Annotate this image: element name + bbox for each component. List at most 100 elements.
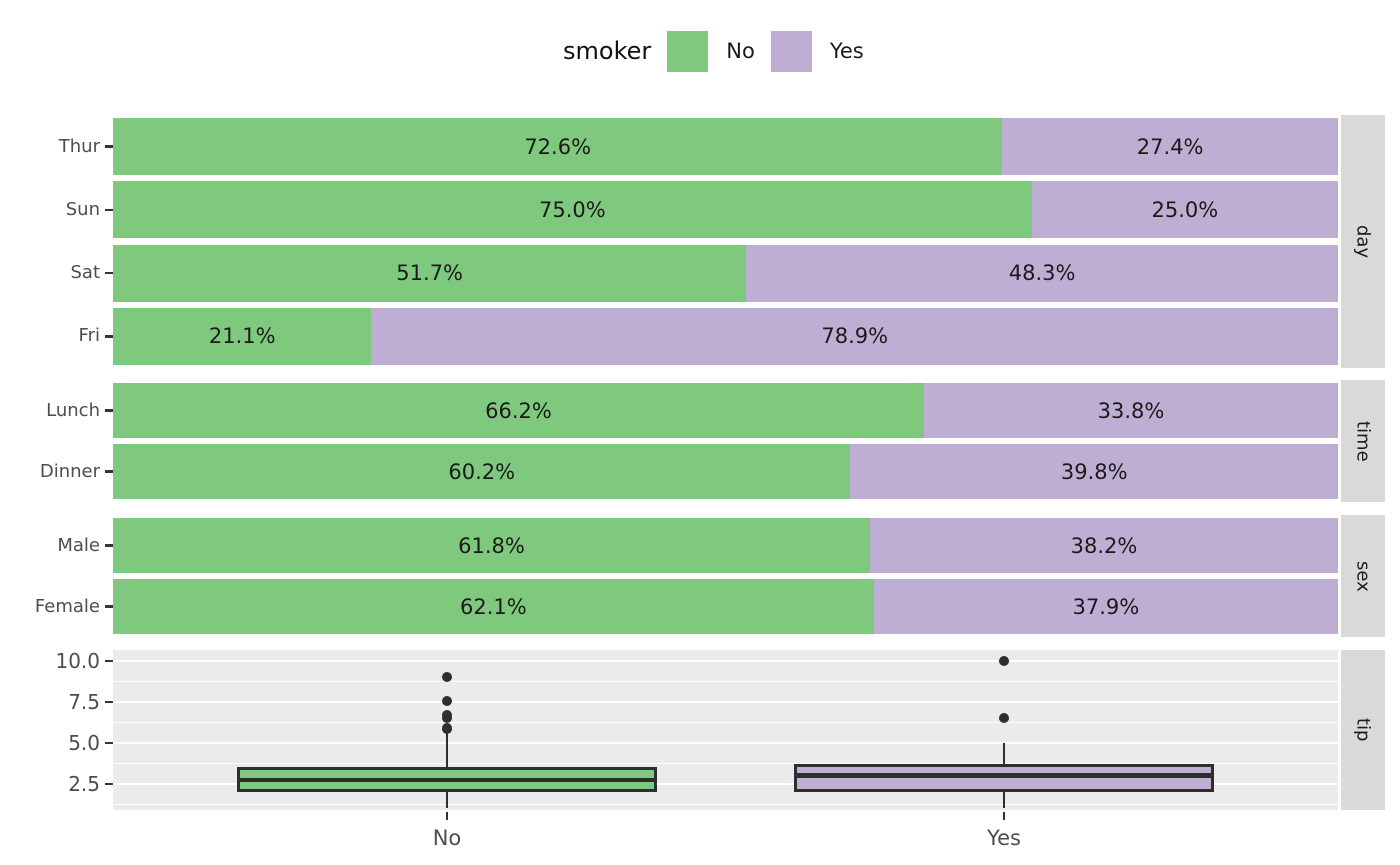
ytick-label-sat: Sat: [70, 262, 100, 284]
bar-segment-day-sun-no: 75.0%: [113, 181, 1032, 239]
outlier-dot-yes: [999, 713, 1009, 724]
minor-gridline: [113, 762, 1338, 764]
bar-value-label: 61.8%: [458, 533, 525, 558]
ytick-label-thur: Thur: [58, 135, 100, 157]
bar-value-label: 33.8%: [1097, 398, 1165, 423]
bar-day-sun: 75.0% 25.0%: [113, 181, 1338, 239]
legend-swatch-yes: [770, 30, 812, 72]
ytick-label-dinner: Dinner: [39, 460, 100, 482]
whisker-upper-yes: [1002, 742, 1006, 765]
bar-segment-sex-male-no: 61.8%: [113, 518, 871, 573]
outlier-dot-no: [442, 695, 452, 706]
ytick-label-7.5: 7.5: [68, 689, 100, 714]
ytick-label-sun: Sun: [65, 198, 100, 220]
minor-gridline: [113, 681, 1338, 682]
bar-value-label: 51.7%: [396, 261, 464, 286]
bar-value-label: 25.0%: [1151, 197, 1219, 222]
bar-value-label: 21.1%: [208, 324, 276, 349]
bar-value-label: 66.2%: [485, 398, 552, 423]
ytick-thur: [105, 145, 113, 148]
ytick-label-male: Male: [57, 534, 100, 556]
legend-swatch-no: [667, 30, 709, 72]
ytick-label-female: Female: [34, 595, 100, 617]
bar-sex-female: 62.1% 37.9%: [113, 579, 1338, 634]
facet-strip-label-sex: sex: [1352, 560, 1374, 592]
ytick-dinner: [105, 470, 113, 473]
whisker-lower-yes: [1002, 791, 1006, 809]
bar-segment-day-fri-no: 21.1%: [113, 307, 372, 365]
bar-value-label: 72.6%: [524, 134, 592, 159]
bar-value-label: 75.0%: [539, 197, 606, 222]
facet-strip-label-tip: tip: [1352, 718, 1374, 742]
facet-strip-time: time: [1341, 380, 1385, 502]
legend-label-yes: Yes: [829, 39, 864, 63]
minor-gridline: [113, 721, 1338, 723]
chart-legend: smoker No Yes: [563, 30, 864, 72]
bar-time-lunch: 66.2% 33.8%: [113, 383, 1338, 438]
major-gridline: [113, 782, 1338, 785]
xtick-yes: [1002, 812, 1006, 820]
legend-item-yes: Yes: [770, 30, 864, 72]
xtick-no: [445, 812, 449, 820]
bar-segment-day-sun-yes: 25.0%: [1031, 181, 1338, 239]
boxplot-median-no: [240, 777, 654, 782]
bar-segment-day-thur-no: 72.6%: [113, 118, 1003, 176]
legend-label-no: No: [726, 39, 755, 63]
ytick-label-lunch: Lunch: [46, 399, 100, 421]
ytick-7.5: [105, 700, 113, 704]
bar-segment-sex-female-yes: 37.9%: [873, 579, 1338, 634]
ytick-label-2.5: 2.5: [68, 771, 100, 796]
outlier-dot-no: [442, 709, 452, 720]
major-gridline: [113, 700, 1338, 703]
ytick-label-5: 5.0: [68, 730, 100, 755]
outlier-dot-yes: [999, 656, 1009, 666]
ytick-female: [105, 605, 113, 608]
legend-item-no: No: [667, 30, 755, 72]
bar-time-dinner: 60.2% 39.8%: [113, 444, 1338, 499]
ytick-sun: [105, 208, 113, 212]
bar-value-label: 78.9%: [821, 324, 889, 349]
bar-segment-time-lunch-yes: 33.8%: [923, 383, 1338, 438]
outlier-dot-no: [442, 672, 452, 683]
ytick-label-10: 10.0: [55, 649, 100, 673]
xtick-label-yes: Yes: [987, 826, 1021, 850]
facet-strip-sex: sex: [1341, 515, 1385, 637]
ytick-5: [105, 741, 113, 745]
ytick-label-fri: Fri: [78, 325, 100, 347]
bar-segment-day-sat-no: 51.7%: [113, 244, 747, 302]
bar-value-label: 62.1%: [460, 594, 527, 619]
whisker-upper-no: [445, 733, 449, 768]
legend-title: smoker: [563, 37, 652, 65]
bar-value-label: 60.2%: [448, 459, 516, 484]
bar-day-sat: 51.7% 48.3%: [113, 244, 1338, 302]
bar-day-thur: 72.6% 27.4%: [113, 118, 1338, 176]
minor-gridline: [113, 803, 1338, 805]
bar-value-label: 39.8%: [1060, 459, 1128, 484]
major-gridline: [113, 660, 1338, 662]
bar-segment-day-thur-yes: 27.4%: [1002, 118, 1338, 176]
ytick-2.5: [105, 782, 113, 785]
xtick-label-no: No: [432, 826, 462, 850]
boxplot-box-yes: [794, 764, 1214, 792]
facet-strip-day: day: [1341, 115, 1385, 368]
bar-segment-time-dinner-no: 60.2%: [113, 444, 851, 499]
facet-strip-label-day: day: [1352, 224, 1374, 259]
boxplot-median-yes: [797, 773, 1211, 778]
bar-segment-time-lunch-no: 66.2%: [113, 383, 924, 438]
ytick-10: [105, 659, 113, 663]
ytick-male: [105, 544, 113, 547]
ytick-sat: [105, 271, 113, 275]
whisker-lower-no: [445, 791, 449, 809]
bar-segment-day-fri-yes: 78.9%: [371, 307, 1338, 365]
facet-strip-tip: tip: [1341, 650, 1385, 810]
bar-value-label: 27.4%: [1136, 134, 1204, 159]
bar-value-label: 38.2%: [1070, 533, 1138, 558]
ytick-lunch: [105, 409, 113, 412]
bar-segment-sex-male-yes: 38.2%: [870, 518, 1338, 573]
bar-value-label: 37.9%: [1072, 594, 1140, 619]
facet-strip-label-time: time: [1352, 420, 1374, 462]
major-gridline: [113, 741, 1338, 744]
bar-sex-male: 61.8% 38.2%: [113, 518, 1338, 573]
outlier-dot-no: [442, 722, 452, 733]
